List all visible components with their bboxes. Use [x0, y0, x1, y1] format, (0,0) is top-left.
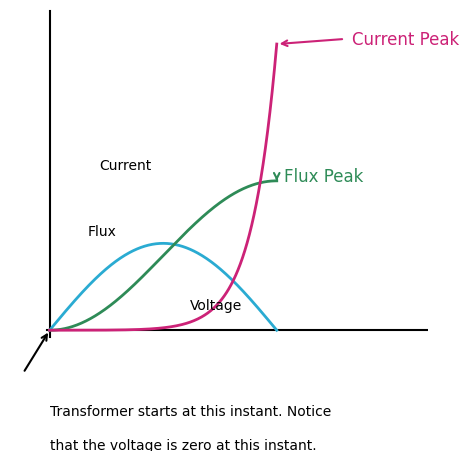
Text: Flux Peak: Flux Peak [284, 167, 364, 185]
Text: Flux: Flux [88, 225, 116, 239]
Text: that the voltage is zero at this instant.: that the voltage is zero at this instant… [50, 437, 316, 451]
Text: Current Peak: Current Peak [353, 31, 460, 49]
Text: Voltage: Voltage [190, 298, 242, 312]
Text: Current: Current [99, 158, 151, 172]
Text: Transformer starts at this instant. Notice: Transformer starts at this instant. Noti… [50, 404, 331, 418]
